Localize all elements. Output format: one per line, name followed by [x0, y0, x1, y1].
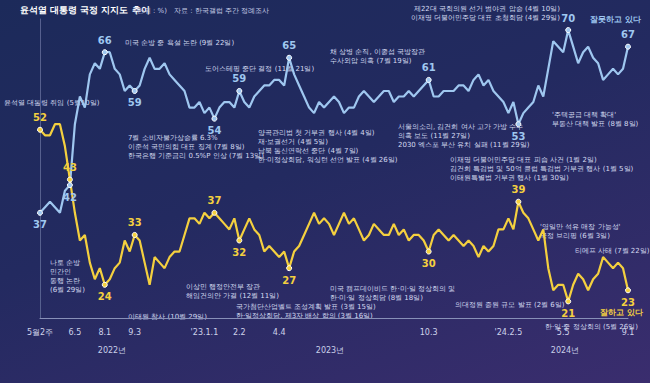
svg-text:37: 37: [33, 219, 47, 230]
svg-text:미국 순방 중 욕설 논란 (9월 22일): 미국 순방 중 욕설 논란 (9월 22일): [125, 39, 234, 47]
svg-text:채 상병 순직, 이종섭 국방장관: 채 상병 순직, 이종섭 국방장관: [330, 48, 425, 56]
svg-text:의혹 보도 (11월 27일): 의혹 보도 (11월 27일): [398, 132, 470, 140]
svg-text:2030 엑스포 부산 유치 실패 (11월 29일): 2030 엑스포 부산 유치 실패 (11월 29일): [398, 141, 530, 149]
svg-text:2022년: 2022년: [98, 346, 126, 355]
svg-text:2024년: 2024년: [551, 346, 579, 355]
svg-text:54: 54: [207, 125, 221, 136]
svg-text:39: 39: [511, 184, 525, 195]
svg-text:66: 66: [98, 35, 112, 46]
svg-text:52: 52: [33, 112, 47, 123]
svg-text:27: 27: [282, 275, 296, 286]
svg-text:자료 : 한국갤럽 주간 정례조사: 자료 : 한국갤럽 주간 정례조사: [174, 7, 269, 15]
svg-text:부동산 대책 발표 (8월 8일): 부동산 대책 발표 (8월 8일): [552, 120, 639, 128]
svg-text:이태원 참사 (10월 29일): 이태원 참사 (10월 29일): [128, 313, 207, 321]
svg-text:서울의소리, 김건희 여사 고가 가방 수수: 서울의소리, 김건희 여사 고가 가방 수수: [398, 123, 523, 131]
svg-text:5.5: 5.5: [557, 328, 570, 337]
svg-text:30: 30: [422, 258, 436, 269]
svg-text:재·보궐선거 (4월 5일): 재·보궐선거 (4월 5일): [258, 138, 328, 146]
svg-text:나토 순방: 나토 순방: [50, 259, 80, 267]
svg-text:국가첨단산업벨트 조성계획 발표 (3월 15일): 국가첨단산업벨트 조성계획 발표 (3월 15일): [236, 303, 376, 311]
svg-text:이상민 행정안전부 장관: 이상민 행정안전부 장관: [186, 283, 260, 291]
svg-text:59: 59: [232, 73, 246, 84]
svg-text:59: 59: [128, 97, 142, 108]
svg-text:67: 67: [621, 29, 635, 40]
svg-text:동행 논란: 동행 논란: [50, 277, 80, 285]
svg-text:'영일만 석유 매장 가능성': '영일만 석유 매장 가능성': [540, 223, 621, 231]
svg-text:6.5: 6.5: [69, 328, 82, 337]
svg-text:해임건의안 가결 (12월 11일): 해임건의안 가결 (12월 11일): [186, 292, 279, 300]
svg-text:이재명 더불어민주당 대표 초청회담 (4월 29일): 이재명 더불어민주당 대표 초청회담 (4월 29일): [411, 14, 560, 22]
svg-text:7월 소비자물가상승률 6.3%: 7월 소비자물가상승률 6.3%: [128, 134, 218, 142]
svg-text:24: 24: [98, 291, 112, 302]
svg-text:한·미·일 정상회담 (8월 18일): 한·미·일 정상회담 (8월 18일): [330, 294, 423, 302]
svg-text:42: 42: [63, 192, 77, 203]
svg-text:제22대 국회의원 선거 범야권 압승 (4월 10일): 제22대 국회의원 선거 범야권 압승 (4월 10일): [414, 5, 560, 13]
svg-text:국정 브리핑 (6월 3일): 국정 브리핑 (6월 3일): [540, 232, 610, 240]
svg-text:70: 70: [561, 13, 575, 24]
svg-text:한국은행 기준금리 0.5%P 인상 (7월 13일): 한국은행 기준금리 0.5%P 인상 (7월 13일): [128, 152, 264, 160]
svg-text:23: 23: [621, 297, 635, 308]
svg-text:남북 통신연락선 중단 (4월 7일): 남북 통신연락선 중단 (4월 7일): [258, 147, 359, 155]
svg-text:9.3: 9.3: [128, 328, 141, 337]
svg-text:한·미정상회담, 워싱턴 선언 발표 (4월 26일): 한·미정상회담, 워싱턴 선언 발표 (4월 26일): [258, 156, 398, 164]
svg-text:'24.2.5: '24.2.5: [495, 328, 523, 337]
svg-text:윤석열 대통령 국정 지지도 추이: 윤석열 대통령 국정 지지도 추이: [20, 5, 150, 15]
svg-text:티메프 사태 (7월 22일): 티메프 사태 (7월 22일): [575, 247, 650, 255]
svg-text:4.4: 4.4: [273, 328, 286, 337]
svg-text:양곡관리법 첫 거부권 행사 (4월 4일): 양곡관리법 첫 거부권 행사 (4월 4일): [258, 129, 375, 137]
svg-text:43: 43: [63, 162, 77, 173]
svg-text:이재명 더불어민주당 대표 피습 사건 (1월 2일): 이재명 더불어민주당 대표 피습 사건 (1월 2일): [450, 156, 597, 164]
svg-text:(6월 29일): (6월 29일): [50, 286, 85, 294]
svg-text:한·일·중 정상회의 (5월 26일): 한·일·중 정상회의 (5월 26일): [545, 322, 638, 331]
svg-text:이준석 국민의힘 대표 징계 (7월 8일): 이준석 국민의힘 대표 징계 (7월 8일): [128, 143, 245, 151]
svg-text:32: 32: [232, 247, 246, 258]
svg-text:5월2주: 5월2주: [27, 328, 53, 337]
svg-text:이태원특별법 거부권 행사 (1월 30일): 이태원특별법 거부권 행사 (1월 30일): [450, 174, 569, 182]
svg-text:37: 37: [207, 195, 221, 206]
svg-text:'23.1.1: '23.1.1: [191, 328, 219, 337]
svg-text:민간인: 민간인: [50, 268, 71, 276]
svg-text:2.2: 2.2: [233, 328, 246, 337]
svg-text:61: 61: [422, 62, 436, 73]
svg-text:33: 33: [128, 217, 142, 228]
svg-text:'주택공급 대책 확대': '주택공급 대책 확대': [552, 111, 616, 119]
svg-text:김건희 특검법 및 50억 클럽 특검법 거부권 행사 (1: 김건희 특검법 및 50억 클럽 특검법 거부권 행사 (1월 5일): [450, 165, 634, 173]
svg-text:(단위 : %): (단위 : %): [134, 7, 167, 15]
svg-text:2023년: 2023년: [316, 346, 344, 355]
svg-text:의대정원 증원 규모 발표 (2월 6일): 의대정원 증원 규모 발표 (2월 6일): [455, 301, 565, 309]
svg-text:21: 21: [561, 308, 575, 319]
svg-text:65: 65: [282, 40, 296, 51]
svg-text:9.1: 9.1: [622, 328, 635, 337]
svg-text:잘못하고 있다: 잘못하고 있다: [590, 15, 641, 24]
svg-text:53: 53: [511, 131, 525, 142]
svg-text:도어스테핑 중단 결정 (11월 21일): 도어스테핑 중단 결정 (11월 21일): [205, 65, 314, 73]
svg-text:윤석열 대통령 취임 (5월10일): 윤석열 대통령 취임 (5월10일): [4, 98, 100, 107]
svg-text:8.1: 8.1: [98, 328, 111, 337]
svg-text:10.3: 10.3: [420, 328, 438, 337]
svg-text:수사외압 의혹 (7월 19일): 수사외압 의혹 (7월 19일): [330, 57, 412, 65]
svg-text:미국 캠프데이비드 한·미·일 정상회의 및: 미국 캠프데이비드 한·미·일 정상회의 및: [330, 285, 455, 293]
svg-text:한·일정상회담, 제3자 배상 합의 (3월 16일): 한·일정상회담, 제3자 배상 합의 (3월 16일): [236, 311, 373, 320]
svg-text:잘하고 있다: 잘하고 있다: [600, 308, 643, 317]
